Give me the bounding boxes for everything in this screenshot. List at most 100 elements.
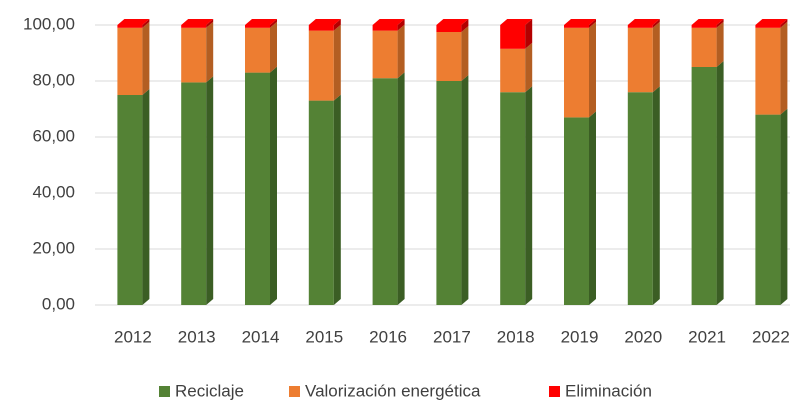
bar-top	[181, 19, 214, 25]
y-tick-label: 80,00	[32, 70, 75, 89]
bar-side	[716, 61, 724, 305]
x-tick-label: 2015	[305, 327, 343, 346]
bar-top	[500, 19, 533, 25]
bar-top	[627, 19, 660, 25]
legend-swatch	[159, 386, 170, 397]
bar-side	[397, 72, 405, 305]
bar-segment	[372, 78, 398, 305]
bar-side	[461, 26, 469, 81]
bar-side	[525, 19, 533, 49]
bar-segment	[500, 25, 526, 49]
x-tick-label: 2019	[561, 327, 599, 346]
bar-side	[397, 24, 405, 79]
bar-segment	[627, 25, 653, 28]
bar-side	[589, 19, 596, 28]
y-tick-label: 0,00	[42, 294, 75, 313]
bar-segment	[372, 30, 398, 79]
bar-side	[142, 21, 150, 95]
bar-segment	[564, 117, 589, 306]
bar-side	[589, 21, 596, 118]
bar-segment	[691, 67, 717, 305]
x-tick-label: 2013	[178, 327, 216, 346]
bar-segment	[436, 25, 462, 32]
bar-side	[461, 19, 469, 32]
bar-segment	[436, 32, 462, 81]
bar-side	[206, 19, 214, 28]
bar-top	[372, 19, 405, 25]
bar-side	[333, 94, 341, 305]
bar-segment	[564, 27, 589, 118]
legend-label: Reciclaje	[175, 381, 244, 400]
x-tick-label: 2017	[433, 327, 471, 346]
bar-side	[142, 89, 150, 305]
bar-segment	[500, 92, 526, 305]
bar-side	[461, 75, 469, 305]
bar-segment	[755, 27, 781, 115]
x-tick-label: 2021	[688, 327, 726, 346]
bar-side	[525, 86, 533, 305]
bar-segment	[117, 27, 143, 95]
bar-segment	[755, 25, 781, 28]
bar-top	[117, 19, 150, 25]
bar-segment	[436, 81, 462, 305]
bar-side	[397, 19, 405, 31]
x-tick-label: 2018	[497, 327, 535, 346]
bar-side	[525, 42, 533, 93]
y-tick-label: 20,00	[32, 238, 75, 257]
legend-label: Valorización energética	[305, 381, 481, 400]
bar-top	[691, 19, 724, 25]
x-tick-label: 2014	[242, 327, 280, 346]
bar-side	[716, 19, 724, 28]
x-tick-label: 2020	[624, 327, 662, 346]
legend-swatch	[549, 386, 560, 397]
x-tick-label: 2022	[752, 327, 790, 346]
bar-segment	[308, 30, 334, 101]
bar-top	[245, 19, 277, 25]
bar-side	[780, 108, 788, 305]
bar-segment	[627, 92, 653, 305]
y-tick-label: 100,00	[23, 14, 75, 33]
bar-side	[270, 21, 277, 73]
bar-segment	[181, 82, 207, 306]
bar-segment	[308, 100, 334, 305]
bar-side	[206, 76, 214, 306]
bar-segment	[308, 25, 334, 31]
bar-top	[308, 19, 341, 25]
bar-segment	[181, 25, 207, 28]
bar-side	[716, 21, 724, 67]
bar-side	[652, 86, 660, 305]
x-tick-label: 2012	[114, 327, 152, 346]
legend-swatch	[289, 386, 300, 397]
bar-segment	[117, 25, 143, 28]
bar-segment	[691, 27, 717, 67]
bar-top	[564, 19, 596, 25]
bar-segment	[500, 48, 526, 93]
bar-segment	[181, 27, 207, 83]
y-tick-label: 60,00	[32, 126, 75, 145]
bar-segment	[245, 72, 270, 305]
bar-segment	[245, 25, 270, 28]
legend-label: Eliminación	[565, 381, 652, 400]
bar-segment	[564, 25, 589, 28]
bar-side	[333, 24, 341, 101]
bar-side	[652, 21, 660, 93]
bar-side	[270, 66, 277, 305]
y-tick-label: 40,00	[32, 182, 75, 201]
bar-side	[206, 21, 214, 83]
bar-segment	[245, 27, 270, 73]
bar-side	[270, 19, 277, 28]
bar-side	[780, 21, 788, 115]
bar-side	[589, 111, 596, 306]
bar-segment	[117, 95, 143, 305]
bar-top	[436, 19, 469, 25]
bar-segment	[372, 25, 398, 31]
bar-side	[780, 19, 788, 28]
bar-side	[652, 19, 660, 28]
bar-top	[755, 19, 788, 25]
bar-segment	[691, 25, 717, 28]
bar-side	[333, 19, 341, 31]
bar-segment	[755, 114, 781, 305]
x-tick-label: 2016	[369, 327, 407, 346]
bar-segment	[627, 27, 653, 93]
